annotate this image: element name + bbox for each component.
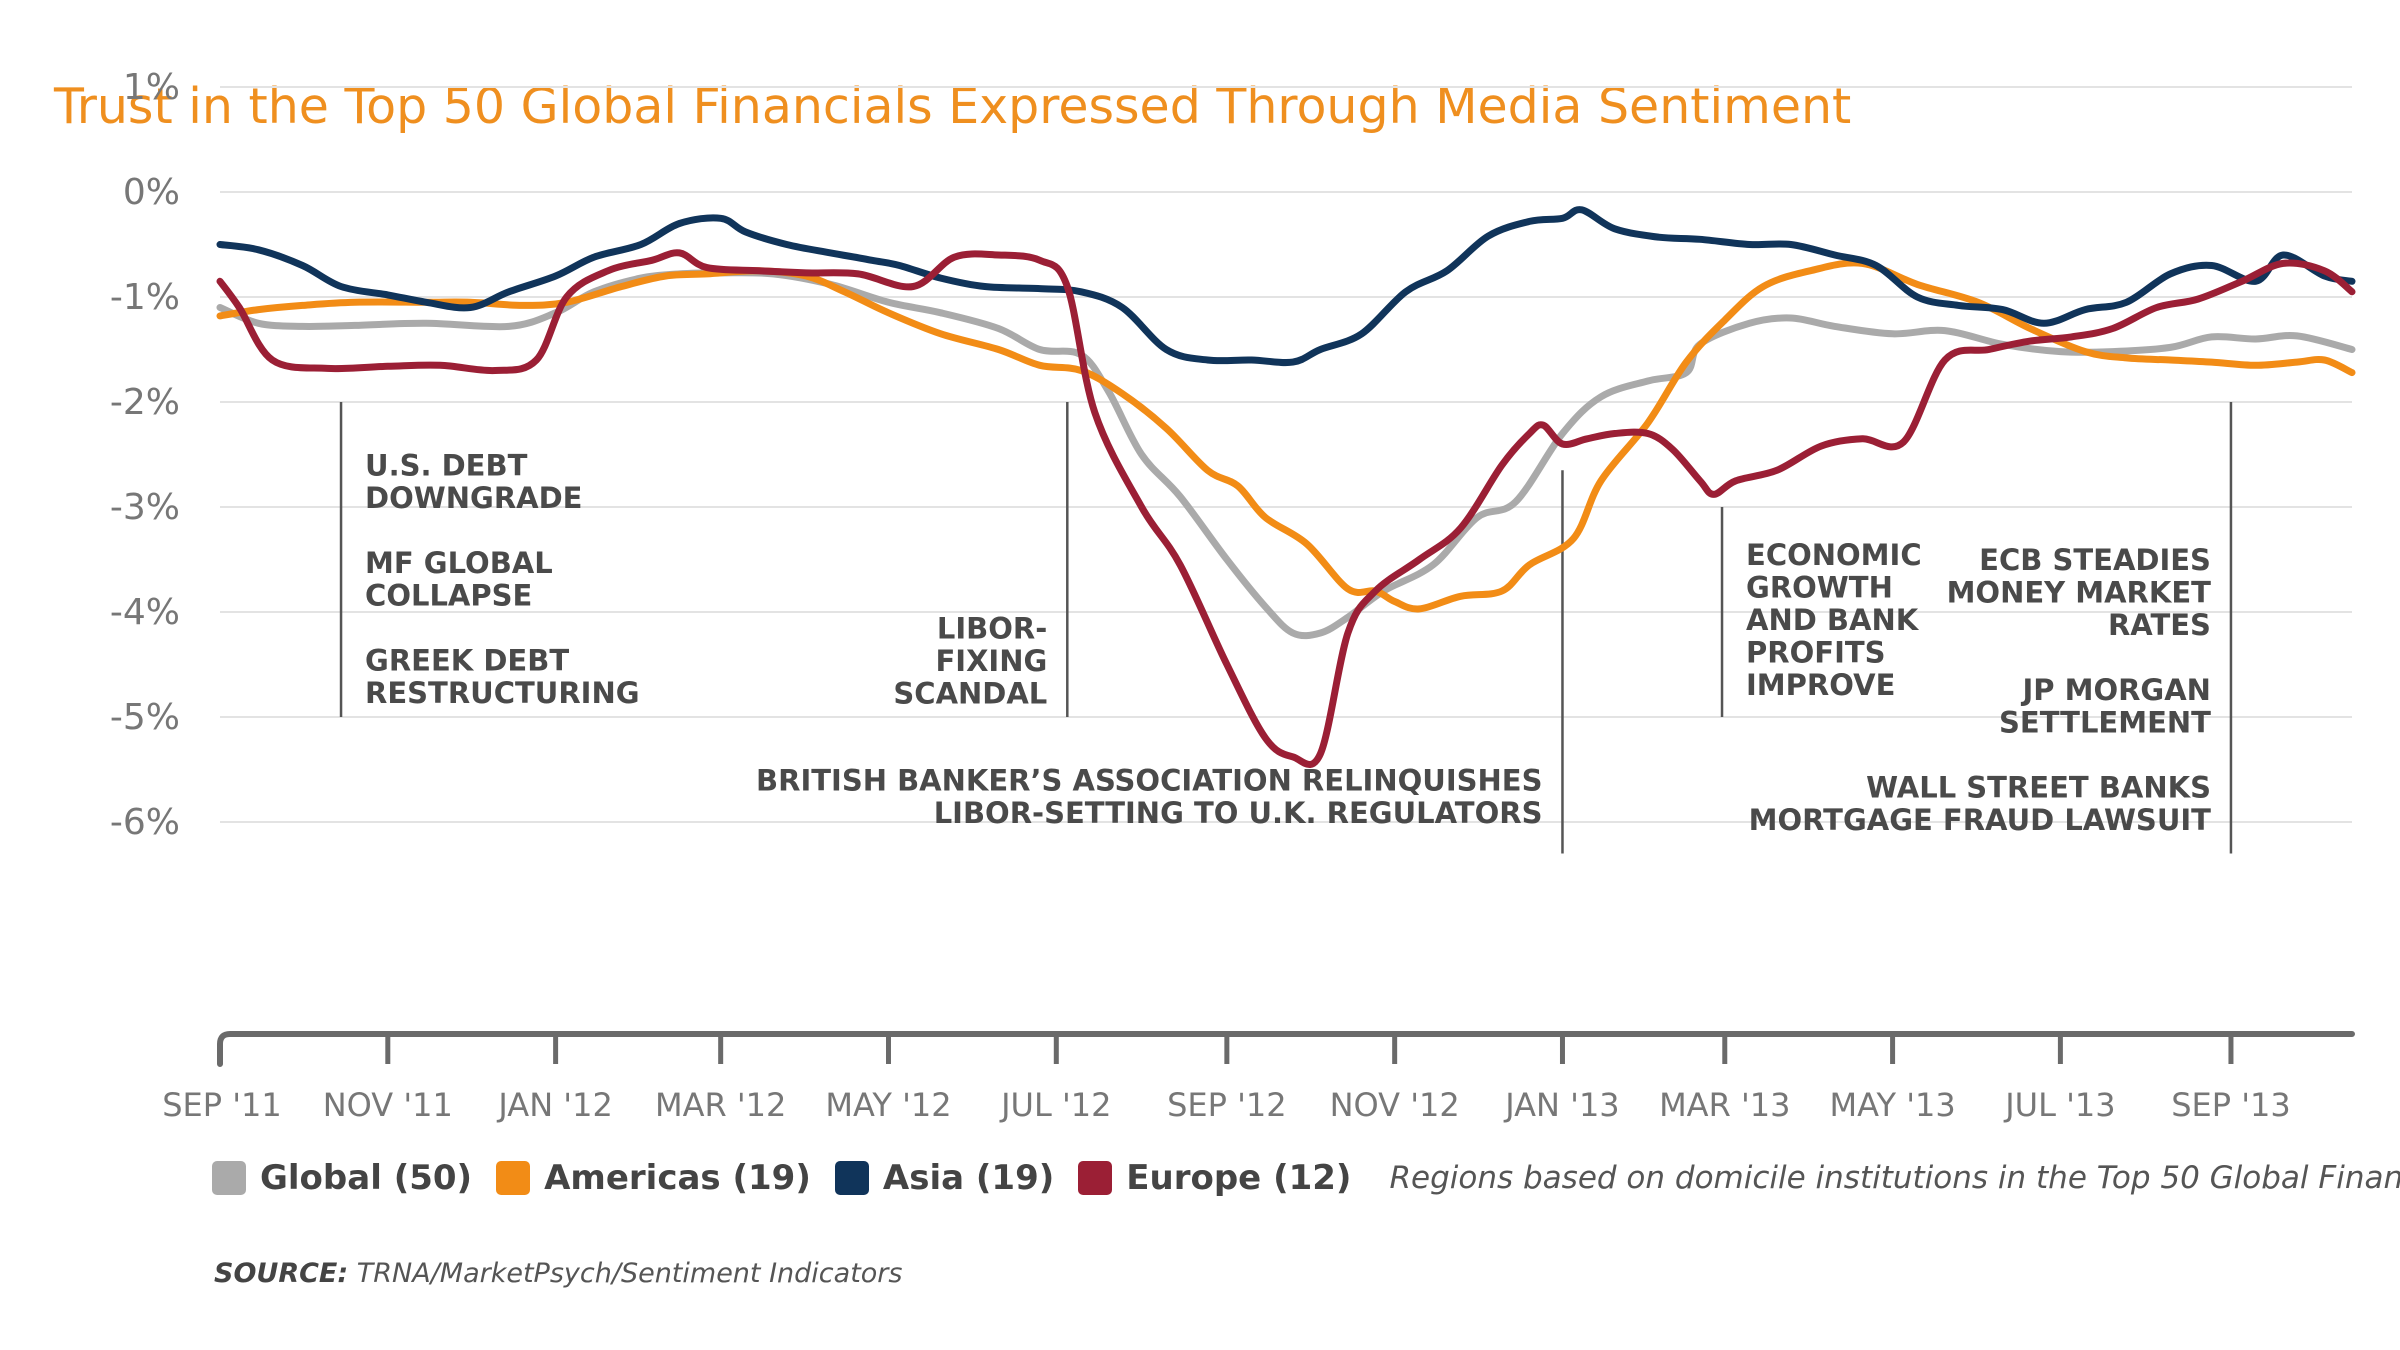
x-tick-label: JUL '13 (2003, 1086, 2115, 1124)
annotation-label: ECONOMIC (1746, 538, 1922, 572)
annotation-label: RATES (2108, 608, 2211, 642)
legend-label-global: Global (50) (260, 1158, 473, 1198)
legend: Global (50) Americas (19) Asia (19) Euro… (212, 1158, 2400, 1198)
annotation-label: PROFITS (1746, 635, 1886, 669)
x-tick-label: NOV '12 (1330, 1086, 1460, 1124)
annotation-label: WALL STREET BANKS (1866, 771, 2211, 805)
legend-swatch-europe (1078, 1161, 1113, 1195)
y-tick-label: 0% (123, 172, 180, 213)
legend-note: Regions based on domicile institutions i… (1389, 1160, 2400, 1196)
x-tick-label: MAR '13 (1659, 1086, 1790, 1124)
annotation-label: JP MORGAN (2020, 673, 2211, 707)
annotation-label: ECB STEADIES (1979, 543, 2211, 577)
legend-swatch-global (212, 1161, 246, 1195)
legend-swatch-asia (834, 1161, 869, 1195)
y-tick-label: -3% (110, 487, 180, 528)
annotation-label: MORTGAGE FRAUD LAWSUIT (1749, 803, 2212, 837)
annotation-label: MONEY MARKET (1947, 576, 2212, 610)
x-axis (217, 1031, 2355, 1067)
x-axis-line (217, 1031, 2355, 1067)
annotation-label: U.S. DEBT (365, 449, 528, 483)
x-tick-label: MAY '12 (825, 1086, 951, 1124)
x-tick-label: MAY '13 (1829, 1086, 1955, 1124)
y-tick-label: 1% (123, 67, 180, 108)
y-tick-label: -5% (110, 697, 180, 738)
source-text: TRNA/MarketPsych/Sentiment Indicators (356, 1258, 903, 1289)
annotation-label: FIXING (935, 644, 1047, 678)
series-line-global (216, 269, 2356, 640)
x-tick-label: JAN '12 (496, 1086, 612, 1124)
annotation-label: SETTLEMENT (1999, 706, 2211, 740)
source-label: SOURCE: (214, 1258, 349, 1289)
legend-label-asia: Asia (19) (882, 1158, 1055, 1198)
legend-item-asia: Asia (19) (834, 1158, 1055, 1198)
legend-item-americas: Americas (19) (496, 1158, 811, 1198)
legend-item-europe: Europe (12) (1078, 1158, 1351, 1198)
y-tick-label: -2% (110, 382, 180, 423)
annotation-label: RESTRUCTURING (365, 676, 640, 710)
annotation-label: DOWNGRADE (365, 481, 582, 515)
annotation-label: LIBOR-SETTING TO U.K. REGULATORS (934, 796, 1543, 830)
annotation-label: GREEK DEBT (365, 644, 569, 678)
series-line-europe (216, 249, 2356, 768)
legend-swatch-americas (496, 1161, 531, 1195)
source-note: SOURCE: TRNA/MarketPsych/Sentiment Indic… (214, 1258, 902, 1289)
y-tick-label: -1% (110, 277, 180, 318)
x-tick-label: JUL '12 (999, 1086, 1111, 1124)
annotation-label: BRITISH BANKER’S ASSOCIATION RELINQUISHE… (756, 764, 1542, 798)
x-tick-label: JAN '13 (1503, 1086, 1619, 1124)
x-tick-labels: SEP '11 NOV '11 JAN '12 MAR '12 MAY '12 JUL '… (162, 1086, 2290, 1124)
x-tick-label: SEP '12 (1167, 1086, 1287, 1124)
legend-label-europe: Europe (12) (1126, 1158, 1352, 1198)
series-line-asia (216, 206, 2356, 367)
x-tick-label: NOV '11 (323, 1086, 453, 1124)
x-tick-label: SEP '11 (162, 1086, 282, 1124)
annotation-label: LIBOR- (937, 611, 1047, 645)
annotation-label: SCANDAL (893, 676, 1047, 710)
x-tick-label: MAR '12 (655, 1086, 786, 1124)
annotation-label: AND BANK (1746, 603, 1920, 637)
annotation-label: IMPROVE (1746, 668, 1895, 702)
y-tick-label: -4% (110, 592, 180, 633)
series-line-americas (216, 259, 2356, 613)
annotation-label: MF GLOBAL (365, 546, 553, 580)
annotation-label: GROWTH (1746, 570, 1893, 604)
y-tick-labels: 1% 0% -1% -2% -3% -4% -5% -6% (110, 67, 180, 843)
x-tick-label: SEP '13 (2171, 1086, 2291, 1124)
legend-label-americas: Americas (19) (544, 1158, 811, 1198)
y-tick-label: -6% (110, 802, 180, 843)
legend-item-global: Global (50) (212, 1158, 472, 1198)
annotation-label: COLLAPSE (365, 579, 532, 613)
series-lines (216, 206, 2356, 768)
